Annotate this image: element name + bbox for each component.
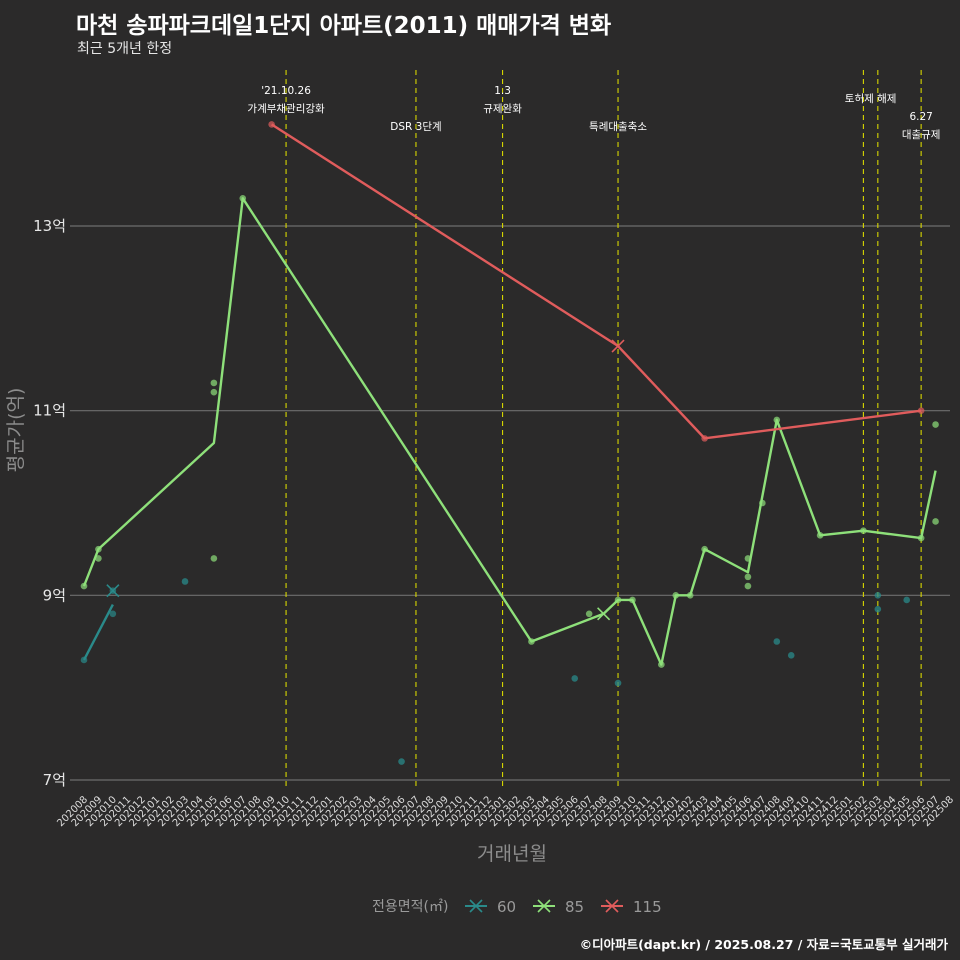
y-axis-title: 평균가(억): [5, 388, 27, 473]
scatter-point-60: [80, 656, 88, 664]
y-tick-label: 9억: [43, 586, 66, 604]
series-line-85: [82, 197, 937, 666]
event-label: 특례대출축소: [589, 121, 647, 133]
scatter-point-85: [658, 661, 665, 668]
legend-label-85: 85: [565, 898, 584, 916]
scatter-point-85: [744, 582, 752, 590]
scatter-point-85: [629, 596, 636, 604]
scatter-point-85: [860, 527, 867, 534]
scatter-point-85: [210, 555, 218, 562]
scatter-point-85: [773, 416, 781, 424]
scatter-point-60: [874, 592, 882, 599]
series-line-115: [270, 123, 922, 440]
scatter-point-60: [787, 652, 795, 659]
scatter-point-85: [95, 555, 102, 562]
event-label: 6.27: [909, 111, 932, 123]
scatter-point-85: [210, 379, 218, 387]
event-label: 1.3: [494, 85, 511, 97]
scatter-point-85: [744, 573, 752, 581]
scatter-point-85: [759, 499, 766, 507]
source-caption: ©디아파트(dapt.kr) / 2025.08.27 / 자료=국토교통부 실…: [579, 937, 948, 952]
chart-subtitle: 최근 5개년 한정: [77, 41, 173, 57]
y-tick-label: 11억: [33, 402, 66, 420]
legend-key-marker-115: [605, 899, 619, 913]
event-label: 대출규제: [902, 129, 941, 141]
legend-label-115: 115: [633, 898, 662, 916]
scatter-point-115: [701, 435, 708, 442]
event-label: 토허제 해제: [845, 92, 897, 105]
scatter-point-60: [181, 578, 189, 585]
legend-label-60: 60: [497, 898, 516, 916]
scatter-point-85: [210, 388, 218, 396]
scatter-point-60: [614, 679, 622, 687]
scatter-point-85: [80, 582, 88, 590]
scatter-point-85: [672, 592, 680, 599]
event-label: 가계부채관리강화: [247, 103, 325, 115]
scatter-point-115: [917, 407, 925, 414]
scatter-point-85: [614, 596, 622, 604]
scatter-point-85: [932, 421, 939, 428]
scatter-point-85: [744, 555, 752, 562]
cross-marker-115: [611, 339, 625, 353]
scatter-point-85: [701, 545, 708, 553]
legend-key-marker-85: [537, 899, 551, 913]
x-axis-title: 거래년월: [477, 843, 547, 865]
cross-marker-60: [106, 584, 120, 598]
scatter-point-115: [268, 121, 275, 128]
scatter-point-60: [571, 675, 579, 682]
series-line-60: [82, 604, 114, 661]
scatter-point-85: [816, 532, 824, 539]
scatter-point-85: [95, 545, 102, 553]
event-label: '21.10.26: [261, 85, 311, 97]
scatter-point-60: [398, 758, 405, 765]
scatter-point-85: [686, 592, 694, 599]
scatter-point-60: [109, 610, 117, 618]
scatter-point-60: [903, 596, 910, 604]
cross-marker-85: [597, 607, 611, 621]
chart-title: 마천 송파파크데일1단지 아파트(2011) 매매가격 변화: [76, 13, 612, 39]
scatter-point-60: [773, 638, 781, 645]
scatter-point-85: [528, 638, 535, 645]
y-tick-label: 13억: [33, 217, 66, 235]
scatter-point-85: [932, 518, 939, 525]
event-label: DSR 3단계: [390, 121, 441, 133]
legend-title: 전용면적(㎡): [372, 899, 448, 915]
legend-key-marker-60: [469, 899, 483, 913]
scatter-point-85: [239, 195, 247, 202]
y-tick-label: 7억: [43, 771, 66, 789]
scatter-point-85: [917, 534, 925, 542]
event-label: 규제완화: [483, 102, 522, 115]
scatter-point-60: [874, 605, 882, 613]
scatter-point-85: [585, 610, 593, 618]
